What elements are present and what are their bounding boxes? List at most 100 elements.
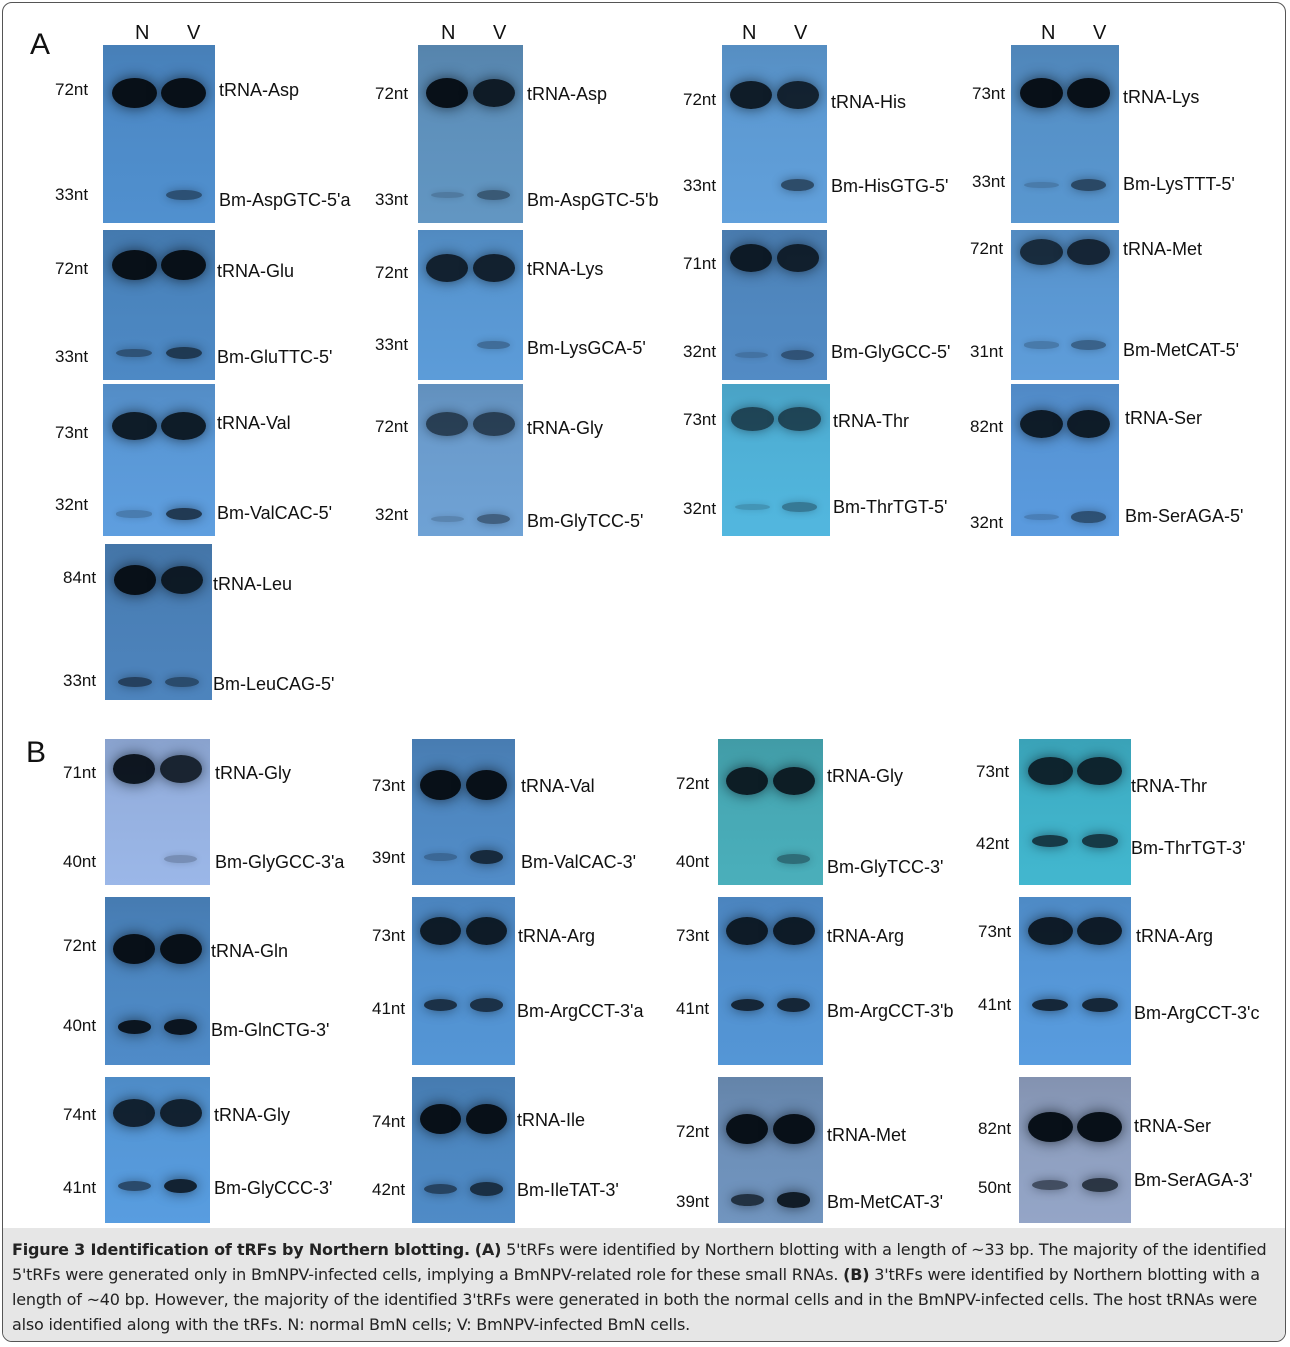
- top-size-label: 72nt: [55, 259, 89, 278]
- top-name-label: tRNA-Gly: [827, 766, 903, 786]
- bottom-name-label: Bm-GlyGCC-5': [831, 342, 951, 362]
- lane-label-v: V: [187, 22, 201, 44]
- band-trf-v: [776, 997, 811, 1013]
- bottom-name-label: Bm-SerAGA-5': [1125, 506, 1244, 526]
- lane-label-v: V: [493, 22, 507, 44]
- top-size-label: 74nt: [63, 1105, 97, 1124]
- band-trf-n: [430, 191, 465, 199]
- top-name-label: tRNA-Thr: [1131, 776, 1207, 796]
- bottom-name-label: Bm-GlyCCC-3': [214, 1178, 333, 1198]
- top-name-label: tRNA-Arg: [827, 926, 905, 946]
- band-trna-n: [426, 78, 469, 108]
- top-size-label: 72nt: [676, 1122, 710, 1141]
- band-trna-v: [1067, 238, 1111, 266]
- band-trna-n: [420, 916, 462, 946]
- bottom-size-label: 41nt: [63, 1178, 97, 1197]
- bottom-size-label: 42nt: [372, 1180, 406, 1199]
- band-trf-n: [117, 1020, 152, 1034]
- top-size-label: 72nt: [970, 239, 1004, 258]
- top-name-label: tRNA-Glu: [217, 261, 295, 281]
- band-trf-v: [469, 998, 503, 1012]
- top-size-label: 71nt: [683, 254, 717, 273]
- band-trna-n: [1019, 239, 1063, 265]
- a-blot-1: [103, 45, 215, 223]
- band-trna-n: [111, 250, 157, 280]
- caption-part-b-text: 3'tRFs were identified by Northern blott…: [12, 1265, 1260, 1334]
- top-size-label: 73nt: [683, 410, 717, 429]
- top-name-label: tRNA-Ser: [1125, 408, 1203, 428]
- bottom-name-label: Bm-GlnCTG-3': [211, 1020, 330, 1040]
- band-trna-n: [1019, 78, 1063, 108]
- band-trna-n: [113, 934, 156, 964]
- band-trf-v: [163, 1019, 198, 1035]
- top-name-label: tRNA-Gln: [211, 941, 289, 961]
- bottom-size-label: 33nt: [55, 185, 89, 204]
- band-trf-n: [1023, 513, 1059, 521]
- band-trf-v: [163, 1178, 198, 1194]
- top-name-label: tRNA-Met: [1123, 239, 1203, 259]
- band-trna-n: [1027, 916, 1073, 946]
- b-blot-5: [105, 897, 210, 1065]
- b-blot-2: [412, 739, 515, 885]
- band-trna-v: [772, 916, 815, 946]
- bottom-name-label: Bm-AspGTC-5'b: [527, 190, 659, 210]
- bottom-name-label: Bm-AspGTC-5'a: [219, 190, 351, 210]
- bottom-size-label: 33nt: [972, 172, 1006, 191]
- top-name-label: tRNA-Asp: [527, 84, 608, 104]
- bottom-size-label: 40nt: [63, 852, 97, 871]
- top-size-label: 72nt: [63, 936, 97, 955]
- caption-part-a-label: (A): [474, 1240, 502, 1259]
- bottom-name-label: Bm-LysGCA-5': [527, 338, 646, 358]
- bottom-size-label: 40nt: [63, 1016, 97, 1035]
- band-trna-v: [1067, 409, 1111, 439]
- top-size-label: 73nt: [676, 926, 710, 945]
- bottom-size-label: 33nt: [683, 176, 717, 195]
- band-trf-n: [734, 351, 769, 359]
- bottom-size-label: 33nt: [375, 335, 409, 354]
- bottom-name-label: Bm-ValCAC-5': [217, 503, 333, 523]
- band-trna-v: [472, 254, 515, 282]
- top-name-label: tRNA-Arg: [1136, 926, 1214, 946]
- band-trna-n: [426, 412, 469, 436]
- top-size-label: 72nt: [683, 90, 717, 109]
- top-name-label: tRNA-His: [831, 92, 906, 112]
- bottom-size-label: 32nt: [683, 499, 717, 518]
- top-size-label: 72nt: [375, 417, 409, 436]
- band-trna-v: [159, 934, 202, 964]
- b-blot-4: [1019, 739, 1131, 885]
- band-trf-v: [476, 513, 511, 525]
- b-blot-12: [1019, 1077, 1131, 1223]
- band-trf-n: [1032, 998, 1069, 1012]
- band-trna-n: [1027, 757, 1073, 785]
- bottom-name-label: Bm-ArgCCT-3'c: [1134, 1003, 1260, 1023]
- top-name-label: tRNA-Asp: [219, 80, 300, 100]
- bottom-size-label: 33nt: [375, 190, 409, 209]
- band-trna-n: [111, 78, 157, 108]
- top-name-label: tRNA-Lys: [1123, 87, 1200, 107]
- top-size-label: 72nt: [375, 263, 409, 282]
- band-trna-n: [1019, 409, 1063, 439]
- band-trna-n: [113, 565, 157, 595]
- band-trna-n: [426, 254, 469, 282]
- top-name-label: tRNA-Arg: [518, 926, 596, 946]
- a-blot-12: [1011, 384, 1119, 536]
- band-trf-v: [476, 189, 511, 201]
- band-trf-v: [165, 507, 202, 521]
- band-trf-n: [424, 1183, 458, 1195]
- b-blot-7: [718, 897, 823, 1065]
- a-blot-6: [418, 230, 523, 380]
- bottom-size-label: 39nt: [676, 1192, 710, 1211]
- figure-caption: Figure 3 Identification of tRFs by North…: [12, 1237, 1274, 1337]
- band-trna-v: [776, 244, 819, 272]
- bottom-name-label: Bm-ThrTGT-3': [1131, 838, 1246, 858]
- bottom-name-label: Bm-GlyGCC-3'a: [215, 852, 345, 872]
- band-trna-n: [420, 1104, 462, 1134]
- bottom-size-label: 33nt: [63, 671, 97, 690]
- bottom-name-label: Bm-GlyTCC-5': [527, 511, 644, 531]
- band-trf-v: [776, 854, 811, 864]
- bottom-name-label: Bm-ArgCCT-3'a: [517, 1001, 644, 1021]
- band-trna-v: [1077, 757, 1123, 785]
- section-b-letter: B: [26, 736, 47, 769]
- top-size-label: 71nt: [63, 763, 97, 782]
